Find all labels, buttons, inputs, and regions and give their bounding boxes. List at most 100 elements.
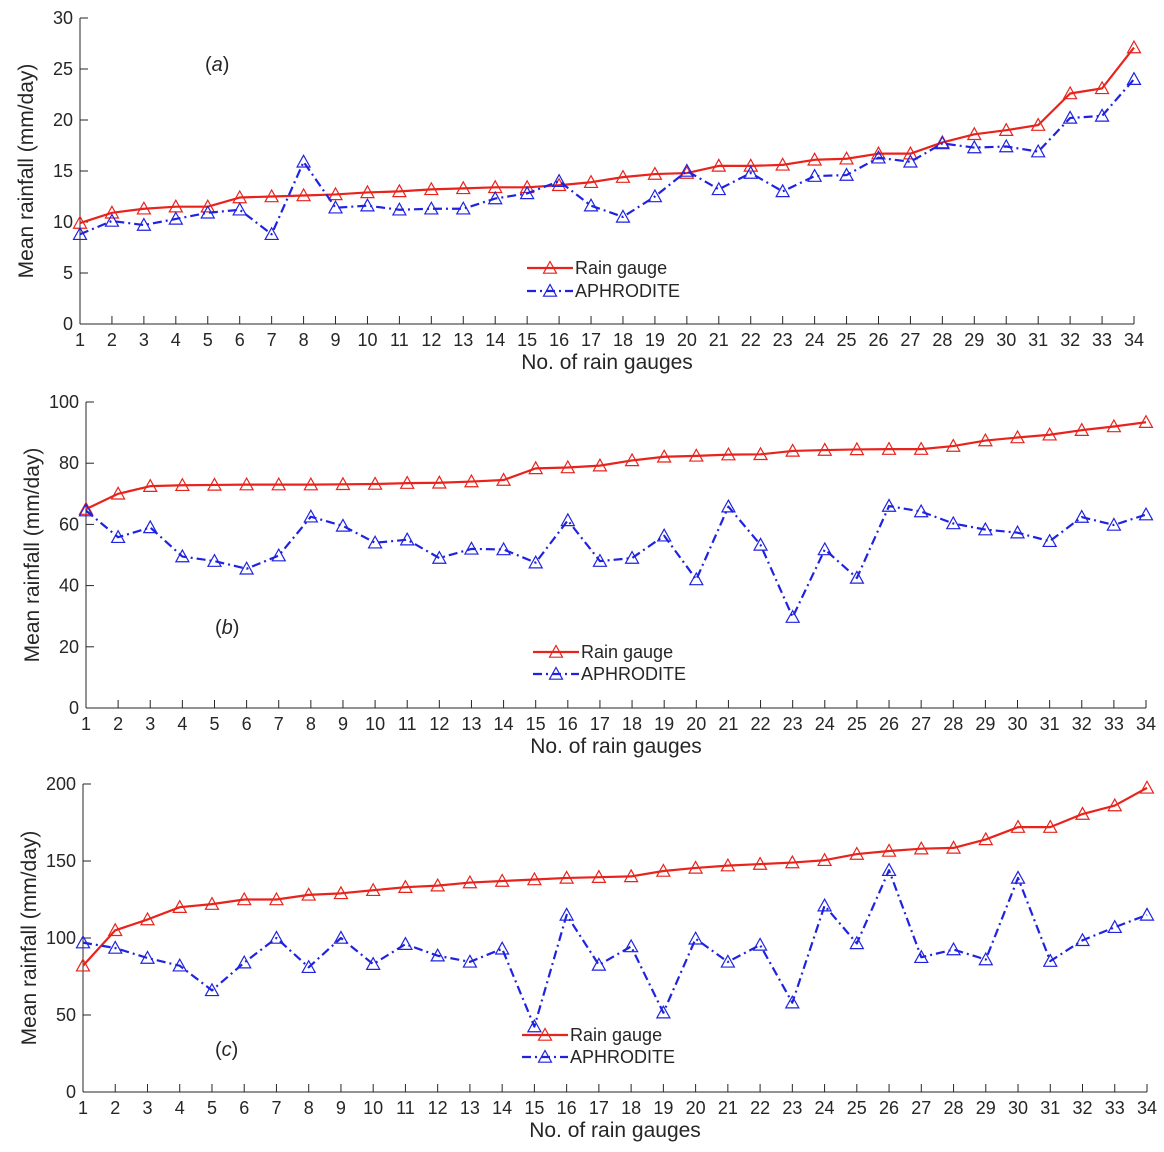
data-point: [1074, 422, 1090, 436]
data-point: [583, 197, 599, 212]
data-point: [913, 503, 929, 518]
data-point: [78, 502, 94, 517]
data-point: [656, 527, 672, 542]
data-point: [978, 951, 994, 966]
data-point: [487, 190, 503, 205]
x-tick-label: 18: [621, 1098, 641, 1118]
data-point: [881, 498, 897, 512]
y-tick-label: 10: [53, 212, 73, 232]
data-point: [239, 561, 255, 575]
data-point: [1107, 797, 1123, 812]
x-tick-label: 22: [750, 1098, 770, 1118]
data-point: [624, 452, 640, 467]
series-aphrodite: [72, 71, 1142, 241]
data-point: [849, 570, 865, 584]
x-tick-label: 27: [911, 714, 931, 734]
data-point: [462, 954, 478, 968]
x-tick-label: 18: [613, 330, 633, 350]
x-tick-label: 11: [398, 714, 417, 734]
data-point: [463, 541, 479, 555]
x-tick-label: 5: [203, 330, 213, 350]
data-point: [172, 957, 188, 972]
data-point: [881, 441, 897, 455]
data-point: [264, 188, 280, 203]
x-tick-label: 26: [868, 330, 888, 350]
data-point: [172, 899, 188, 914]
x-tick-label: 30: [1008, 1098, 1028, 1118]
data-point: [623, 868, 639, 883]
x-tick-label: 10: [365, 714, 385, 734]
data-point: [560, 459, 576, 474]
data-point: [236, 954, 252, 969]
x-tick-label: 13: [460, 1098, 480, 1118]
data-point: [463, 473, 479, 488]
data-point: [1107, 919, 1123, 934]
series-line: [85, 504, 1147, 619]
data-point: [998, 138, 1014, 153]
x-tick-label: 34: [1136, 714, 1156, 734]
x-tick-label: 24: [815, 1098, 835, 1118]
data-point: [784, 994, 800, 1009]
legend-label: APHRODITE: [581, 664, 686, 684]
x-tick-label: 1: [75, 330, 85, 350]
data-point: [591, 957, 607, 971]
x-tick-label: 30: [1007, 714, 1027, 734]
data-point: [142, 519, 158, 534]
x-tick-label: 4: [175, 1098, 185, 1118]
x-tick-label: 31: [1040, 714, 1060, 734]
data-point: [168, 211, 184, 225]
data-point: [333, 930, 349, 944]
data-point: [1138, 414, 1154, 428]
x-tick-label: 23: [782, 1098, 802, 1118]
y-axis-title: Mean rainfall (mm/day): [15, 64, 38, 279]
series-line: [82, 869, 1148, 1028]
data-point: [656, 449, 672, 463]
y-tick-label: 20: [59, 637, 79, 657]
x-tick-label: 31: [1028, 330, 1048, 350]
data-point: [946, 941, 962, 956]
data-point: [560, 512, 576, 527]
x-tick-label: 27: [900, 330, 920, 350]
data-point: [174, 548, 190, 563]
x-tick-label: 10: [357, 330, 377, 350]
x-tick-label: 25: [837, 330, 857, 350]
data-point: [817, 541, 833, 556]
data-point: [1106, 517, 1122, 531]
legend-label: Rain gauge: [575, 258, 667, 278]
data-point: [462, 874, 478, 889]
x-tick-label: 5: [207, 1098, 217, 1118]
data-point: [1138, 506, 1154, 521]
data-point: [647, 188, 663, 203]
x-axis-title: No. of rain gauges: [530, 735, 702, 758]
x-tick-label: 16: [557, 1098, 577, 1118]
x-tick-label: 11: [390, 330, 409, 350]
data-point: [1139, 780, 1155, 794]
data-point: [870, 150, 887, 164]
x-tick-label: 23: [783, 714, 803, 734]
data-point: [902, 145, 918, 160]
x-tick-label: 24: [805, 330, 825, 350]
x-tick-label: 32: [1072, 714, 1092, 734]
data-point: [1009, 524, 1026, 539]
data-point: [142, 478, 158, 492]
data-point: [107, 922, 123, 937]
y-tick-label: 80: [59, 453, 79, 473]
data-point: [977, 521, 993, 536]
data-point: [206, 477, 223, 491]
data-point: [397, 879, 413, 893]
x-tick-label: 33: [1105, 1098, 1125, 1118]
x-tick-label: 7: [274, 714, 284, 734]
data-point: [496, 472, 512, 486]
x-tick-label: 22: [751, 714, 771, 734]
x-tick-label: 6: [235, 330, 245, 350]
data-point: [881, 862, 897, 877]
x-tick-label: 17: [590, 714, 610, 734]
x-tick-label: 9: [331, 330, 341, 350]
data-point: [365, 882, 381, 897]
data-point: [849, 846, 865, 860]
data-point: [902, 154, 918, 168]
x-tick-label: 19: [653, 1098, 673, 1118]
data-point: [528, 460, 544, 475]
